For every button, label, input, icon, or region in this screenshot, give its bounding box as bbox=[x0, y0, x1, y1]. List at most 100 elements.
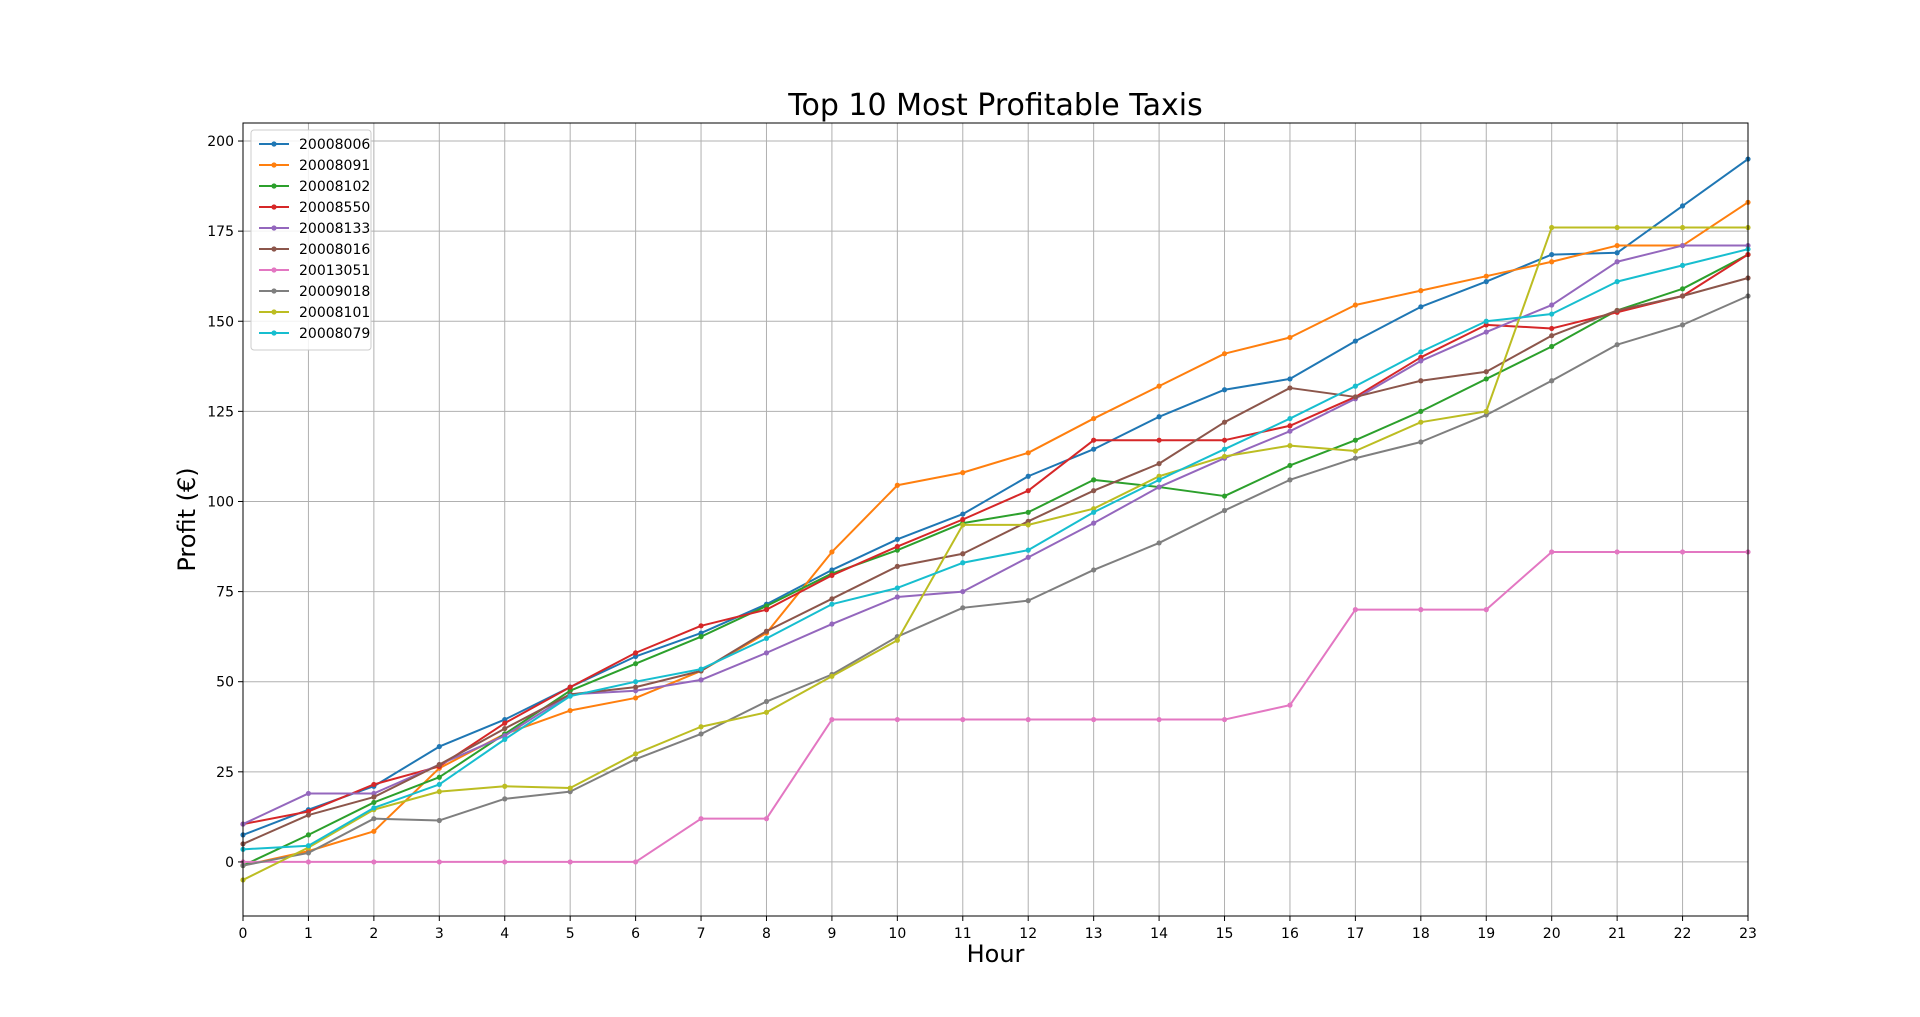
data-point bbox=[1549, 343, 1555, 350]
series-line bbox=[242, 244, 1748, 825]
data-point bbox=[1287, 376, 1293, 382]
data-point bbox=[1418, 358, 1424, 364]
data-point bbox=[1156, 477, 1162, 483]
data-point bbox=[960, 588, 966, 595]
data-point bbox=[1091, 506, 1097, 512]
legend-marker bbox=[271, 225, 277, 231]
x-tick-label: 0 bbox=[239, 926, 248, 942]
data-point bbox=[436, 774, 442, 780]
data-point bbox=[1679, 203, 1686, 209]
data-point bbox=[633, 679, 639, 685]
data-point bbox=[305, 808, 312, 815]
data-point bbox=[1287, 423, 1293, 429]
data-point bbox=[1025, 547, 1031, 553]
data-point bbox=[763, 603, 770, 609]
data-point bbox=[1091, 446, 1097, 452]
data-point bbox=[894, 482, 900, 488]
data-point bbox=[1352, 394, 1358, 400]
x-tick-label: 3 bbox=[435, 926, 444, 942]
data-point bbox=[1352, 383, 1358, 389]
series-line bbox=[242, 226, 1748, 881]
data-point bbox=[698, 724, 704, 730]
y-tick-label: 0 bbox=[225, 855, 234, 871]
data-point bbox=[1091, 520, 1097, 526]
data-point bbox=[502, 783, 508, 789]
x-tick-label: 4 bbox=[500, 926, 509, 942]
x-tick-label: 16 bbox=[1281, 926, 1299, 942]
legend-marker bbox=[271, 330, 277, 336]
y-tick-label: 150 bbox=[207, 314, 234, 330]
legend-entry: 20008550 bbox=[259, 200, 370, 216]
data-point bbox=[502, 796, 508, 802]
data-point bbox=[1287, 702, 1293, 708]
data-point bbox=[436, 789, 442, 795]
data-point bbox=[305, 812, 312, 818]
data-point bbox=[763, 698, 770, 705]
data-point bbox=[1483, 376, 1489, 382]
series-line bbox=[243, 550, 1748, 863]
data-point bbox=[567, 688, 573, 694]
legend-label: 20008101 bbox=[299, 305, 370, 321]
series-20013051 bbox=[240, 549, 1751, 865]
x-axis-label: Hour bbox=[967, 940, 1025, 968]
data-point bbox=[698, 634, 704, 640]
data-point bbox=[1549, 378, 1555, 384]
data-point bbox=[1418, 607, 1424, 613]
series-line bbox=[242, 158, 1749, 836]
data-point bbox=[1679, 224, 1686, 231]
data-point bbox=[567, 684, 573, 690]
data-point bbox=[1418, 354, 1424, 360]
legend-marker bbox=[271, 288, 277, 294]
legend-label: 20008550 bbox=[299, 200, 370, 216]
data-point bbox=[1156, 484, 1162, 490]
legend-marker bbox=[271, 141, 277, 147]
data-point bbox=[1025, 450, 1031, 456]
data-point bbox=[1483, 329, 1489, 335]
data-point bbox=[371, 794, 377, 800]
data-point bbox=[960, 716, 966, 723]
series-20008091 bbox=[240, 199, 1751, 869]
data-point bbox=[1549, 251, 1555, 258]
legend-entry: 20013051 bbox=[259, 263, 370, 279]
data-point bbox=[1352, 455, 1358, 461]
data-point bbox=[305, 832, 312, 838]
data-point bbox=[960, 470, 966, 476]
series-20008550 bbox=[240, 251, 1751, 827]
data-point bbox=[1221, 419, 1228, 425]
data-point bbox=[894, 543, 900, 550]
data-point bbox=[829, 673, 835, 679]
data-point bbox=[1221, 453, 1228, 460]
data-point bbox=[1549, 224, 1555, 231]
data-point bbox=[1549, 325, 1555, 332]
data-point bbox=[1679, 286, 1686, 292]
data-point bbox=[960, 605, 966, 611]
x-tick-label: 22 bbox=[1674, 926, 1692, 942]
series-20008079 bbox=[240, 246, 1751, 852]
data-point bbox=[1483, 607, 1489, 613]
legend-label: 20009018 bbox=[299, 284, 370, 300]
legend-marker bbox=[271, 309, 277, 315]
data-point bbox=[1614, 250, 1620, 256]
y-tick-label: 75 bbox=[216, 585, 234, 601]
legend-label: 20008133 bbox=[299, 221, 370, 237]
legend-marker bbox=[271, 267, 277, 273]
data-point bbox=[567, 859, 573, 865]
data-point bbox=[1091, 415, 1097, 422]
grid bbox=[242, 123, 1749, 916]
x-tick-label: 10 bbox=[888, 926, 906, 942]
legend-entry: 20008016 bbox=[259, 242, 370, 258]
data-point bbox=[1025, 518, 1031, 524]
data-point bbox=[1418, 439, 1424, 445]
data-point bbox=[763, 628, 770, 634]
data-point bbox=[305, 790, 312, 797]
data-point bbox=[1679, 293, 1686, 299]
data-point bbox=[698, 630, 704, 636]
data-point bbox=[698, 731, 704, 737]
data-point bbox=[1156, 716, 1162, 723]
data-point bbox=[436, 817, 442, 824]
data-point bbox=[1287, 443, 1293, 449]
data-point bbox=[698, 623, 704, 629]
data-point bbox=[1483, 408, 1489, 414]
legend-label: 20008006 bbox=[299, 137, 370, 153]
legend-entry: 20008091 bbox=[259, 158, 370, 174]
